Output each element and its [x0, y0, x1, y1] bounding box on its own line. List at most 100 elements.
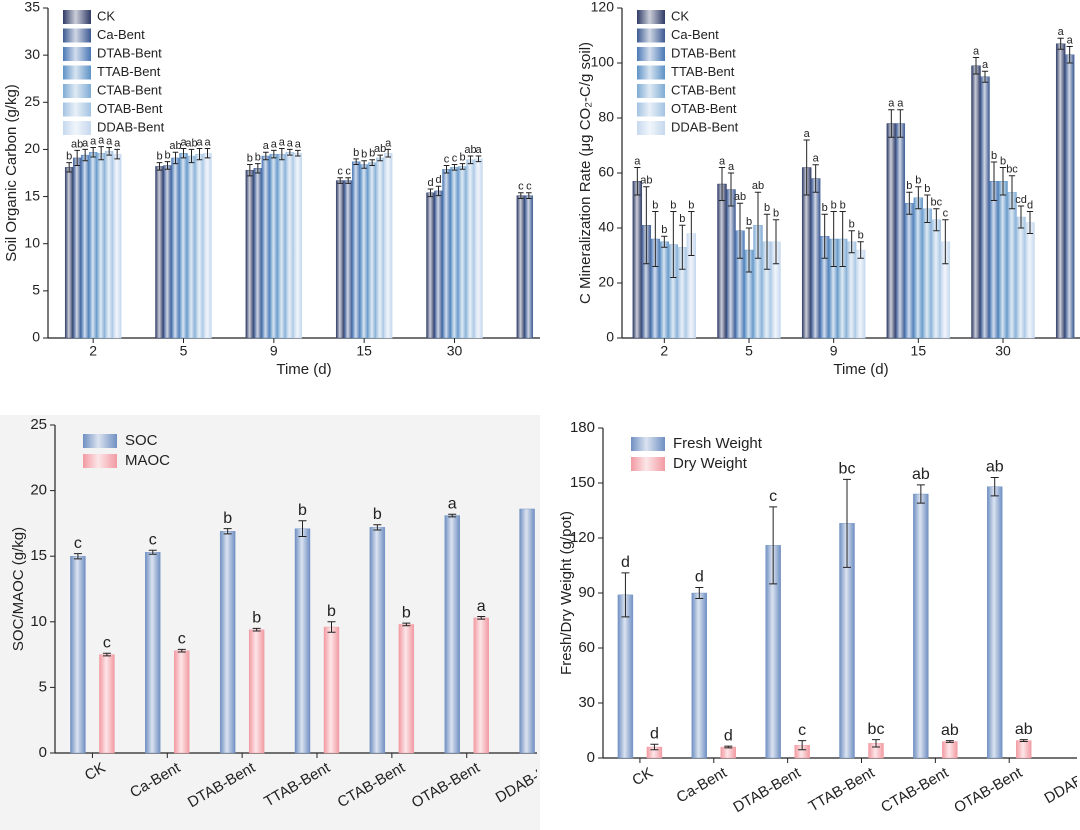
legend-label: CTAB-Bent: [97, 82, 162, 97]
significance-label: b: [652, 199, 658, 211]
error-bar: [906, 191, 913, 215]
legend-label: Dry Weight: [673, 455, 748, 472]
error-bar: [727, 172, 735, 207]
y-tick-label: 180: [570, 419, 595, 436]
error-bar: [279, 147, 285, 161]
x-tick-label: 30: [447, 343, 463, 359]
significance-label: b: [373, 506, 382, 523]
significance-label: a: [82, 137, 89, 149]
significance-label: b: [915, 175, 921, 187]
significance-label: a: [263, 140, 270, 152]
error-bar: [180, 147, 187, 159]
error-bar: [327, 621, 336, 633]
bar: [904, 203, 915, 339]
significance-label: bc: [839, 461, 856, 478]
error-bar: [287, 148, 293, 156]
bar: [359, 164, 369, 339]
significance-label: b: [822, 202, 828, 214]
bar: [922, 208, 933, 339]
significance-label: bc: [1006, 164, 1018, 176]
significance-label: ab: [986, 459, 1004, 476]
y-tick-label: 90: [578, 584, 595, 601]
bar: [335, 180, 345, 339]
bar: [293, 152, 303, 339]
significance-label: d: [1027, 199, 1033, 211]
significance-label: c: [798, 722, 806, 739]
significance-label: c: [943, 208, 949, 220]
bar: [80, 154, 90, 339]
x-tick-label: CTAB-Bent: [878, 764, 952, 817]
significance-label: b: [858, 230, 864, 242]
bar: [913, 493, 929, 759]
significance-label: a: [813, 153, 820, 165]
significance-label: a: [180, 136, 187, 148]
bar: [351, 161, 361, 339]
y-tick-label: 20: [24, 140, 40, 156]
legend-swatch: [637, 47, 665, 61]
legend-label: DTAB-Bent: [671, 45, 736, 60]
significance-label: a: [114, 137, 121, 149]
error-bar: [102, 652, 111, 657]
bar: [726, 189, 736, 339]
significance-label: ab: [169, 140, 181, 152]
y-axis-label: Soil Organic Carbon (g/kg): [3, 84, 20, 262]
bar: [516, 195, 526, 339]
bar: [931, 219, 942, 339]
error-bar: [361, 160, 367, 169]
significance-label: b: [746, 216, 752, 228]
legend-label: CTAB-Bent: [671, 82, 736, 97]
legend-label: CK: [97, 8, 115, 23]
bar: [383, 152, 393, 339]
bar: [1016, 740, 1032, 759]
error-bar: [972, 57, 980, 75]
error-bar: [369, 159, 375, 166]
bar: [450, 167, 459, 339]
bar: [659, 241, 670, 339]
bar: [473, 617, 489, 754]
error-bar: [981, 70, 989, 83]
legend-swatch: [63, 28, 91, 43]
significance-label: a: [385, 137, 392, 149]
x-tick-label: 30: [995, 343, 1011, 359]
significance-label: b: [924, 183, 930, 195]
error-bar: [754, 191, 762, 259]
bar: [219, 531, 236, 754]
bar: [171, 157, 180, 339]
bar: [294, 528, 311, 754]
bar: [248, 629, 265, 754]
bar: [519, 508, 535, 754]
error-bar: [798, 740, 807, 751]
significance-label: a: [106, 135, 113, 147]
error-bar: [1066, 46, 1073, 64]
error-bar: [73, 553, 82, 560]
bar: [187, 155, 196, 339]
significance-label: b: [679, 213, 685, 225]
significance-label: b: [223, 510, 232, 527]
legend-swatch: [63, 84, 91, 98]
significance-label: cd: [1015, 194, 1027, 206]
legend-swatch: [63, 102, 91, 117]
significance-label: d: [724, 727, 733, 744]
y-tick-label: 5: [39, 678, 47, 695]
error-bar: [337, 177, 343, 184]
x-tick-label: 5: [745, 343, 753, 359]
error-bar: [933, 208, 940, 232]
bar: [717, 183, 727, 339]
significance-label: d: [650, 725, 659, 742]
significance-label: b: [831, 199, 837, 211]
bar: [942, 741, 958, 759]
error-bar: [90, 147, 96, 158]
significance-label: b: [688, 199, 694, 211]
significance-label: bc: [931, 197, 943, 209]
significance-label: ab: [1015, 721, 1033, 738]
error-bar: [1017, 205, 1025, 229]
bar: [524, 195, 534, 339]
significance-label: c: [526, 181, 532, 193]
significance-label: c: [74, 535, 82, 552]
bar: [323, 626, 340, 754]
error-bar: [196, 147, 203, 161]
legend-swatch: [637, 10, 665, 24]
significance-label: a: [98, 135, 105, 147]
significance-label: b: [164, 150, 170, 162]
